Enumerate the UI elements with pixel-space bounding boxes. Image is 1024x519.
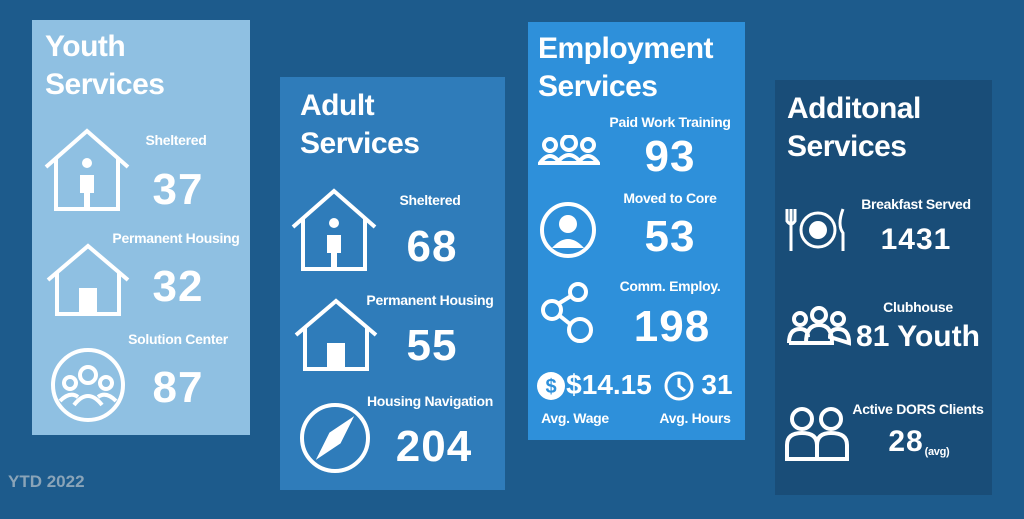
additional-panel: Additonal Services	[775, 80, 992, 495]
employment-panel: Employment Services	[528, 22, 745, 440]
item-label: Housing Navigation	[366, 393, 494, 409]
item-value: 53	[644, 212, 696, 261]
item-value: 93	[644, 132, 696, 181]
item-label: Permanent Housing	[112, 230, 240, 246]
item-value: 68	[406, 222, 458, 271]
item-label: Comm. Employ.	[619, 278, 721, 294]
icon-house-person	[44, 128, 130, 211]
hours-label: Avg. Hours	[659, 410, 731, 426]
item-label: Paid Work Training	[609, 114, 731, 130]
item-label: Clubhouse	[883, 299, 953, 315]
item-label: Sheltered	[145, 132, 207, 148]
item-value: 32	[152, 262, 204, 311]
icon-team	[538, 135, 600, 165]
icon-network	[541, 282, 593, 343]
youth-panel: Youth Services	[32, 20, 250, 435]
footer: YTD 2022	[8, 472, 85, 491]
panel-title: Employment Services	[538, 32, 714, 103]
icon-house	[294, 298, 378, 371]
wage-value: $14.15	[566, 369, 652, 400]
item-label: Breakfast Served	[861, 196, 971, 212]
icon-group	[787, 306, 852, 346]
svg-text:$: $	[545, 376, 556, 398]
icon-dollar: $	[537, 372, 565, 400]
icon-person-circle	[540, 202, 596, 258]
item-label: Moved to Core	[623, 190, 717, 206]
item-label: Sheltered	[399, 192, 461, 208]
item-label: Solution Center	[128, 331, 228, 347]
icon-house-person	[291, 188, 377, 271]
item-note: (avg)	[924, 446, 950, 458]
hours-value: 31	[701, 369, 733, 400]
icon-group	[51, 348, 125, 422]
item-value: 204	[395, 422, 473, 471]
icon-compass	[300, 403, 370, 473]
panel-title: Additonal Services	[787, 92, 921, 163]
item-value: 37	[152, 165, 204, 214]
icon-clock	[664, 371, 694, 401]
item-value: 28	[888, 425, 924, 458]
item-value: 55	[406, 321, 458, 370]
item-label: Permanent Housing	[366, 292, 494, 308]
adult-panel: Adult Services	[280, 77, 505, 490]
panel-title: Youth Services	[45, 30, 165, 101]
panel-title: Adult Services	[300, 89, 420, 160]
item-label: Active DORS Clients	[852, 401, 984, 417]
item-value: 87	[152, 363, 204, 412]
item-value: 81 Youth	[856, 320, 980, 353]
item-value: 198	[633, 302, 711, 351]
item-value: 1431	[880, 223, 952, 256]
icon-house	[46, 243, 130, 316]
icon-people	[785, 407, 849, 461]
icon-plate	[785, 208, 845, 251]
wage-label: Avg. Wage	[541, 410, 609, 426]
